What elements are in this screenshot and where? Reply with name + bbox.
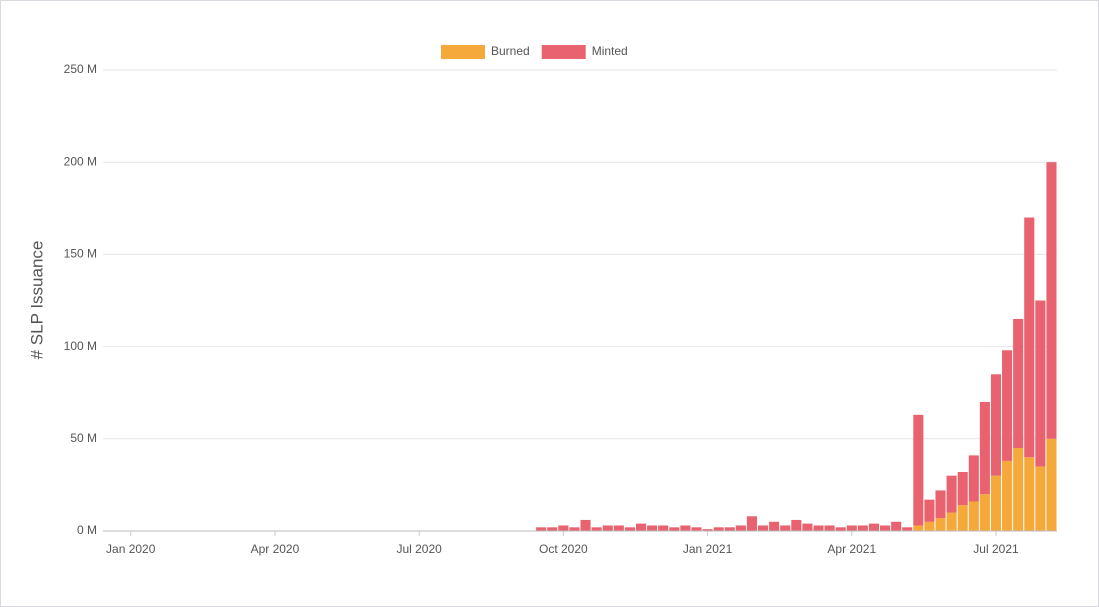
bar-segment [580, 519, 591, 531]
y-tick-label: 150 M [64, 247, 97, 261]
bar-segment [769, 521, 780, 531]
bar-segment [536, 527, 547, 531]
bar-segment [990, 374, 1002, 476]
bar-segment [935, 518, 946, 531]
bar-segment [1002, 350, 1013, 461]
y-tick-label: 0 M [77, 523, 97, 537]
bar-segment [780, 525, 791, 531]
bar-segment [946, 475, 957, 513]
bar-segment [669, 527, 680, 531]
bar-segment [968, 455, 979, 502]
bar-segment [1024, 217, 1035, 458]
bar-segment [813, 525, 824, 531]
bar-segment [547, 527, 558, 531]
bar-segment [935, 490, 946, 519]
bar-segment [913, 414, 924, 526]
bar-segment [702, 529, 713, 531]
bar-segment [968, 501, 979, 531]
bar-segment [602, 525, 613, 531]
bar-segment [924, 521, 935, 531]
legend-label: Burned [491, 44, 530, 58]
bar-segment [868, 523, 880, 531]
bar-segment [691, 527, 702, 531]
bar-segment [957, 471, 968, 506]
bar-segment [558, 525, 569, 531]
y-axis-title: # SLP Issuance [27, 241, 46, 360]
bar-segment [680, 525, 691, 531]
legend-swatch [541, 45, 586, 59]
bar-segment [880, 525, 891, 531]
bar-segment [658, 525, 669, 531]
bar-segment [713, 527, 724, 531]
x-tick-label: Apr 2021 [827, 542, 876, 556]
bar-segment [757, 525, 769, 531]
y-tick-label: 200 M [64, 154, 97, 168]
bar-segment [1002, 460, 1013, 531]
x-tick-label: Apr 2020 [251, 542, 300, 556]
legend-label: Minted [592, 44, 628, 58]
bar-segment [913, 525, 924, 531]
x-tick-label: Jan 2020 [106, 542, 156, 556]
bar-segment [846, 525, 857, 531]
bar-segment [1046, 438, 1057, 531]
x-tick-label: Oct 2020 [539, 542, 588, 556]
bar-segment [635, 523, 647, 531]
bar-segment [835, 527, 846, 531]
x-tick-label: Jan 2021 [683, 542, 733, 556]
bar-segment [957, 505, 968, 531]
bar-segment [990, 475, 1002, 531]
y-tick-label: 100 M [64, 339, 97, 353]
bar-segment [746, 516, 757, 531]
bar-segment [613, 525, 624, 531]
bar-segment [1013, 318, 1024, 449]
bar-segment [1024, 457, 1035, 531]
bar-segment [979, 401, 990, 495]
bar-segment [1046, 162, 1057, 439]
x-tick-label: Jul 2020 [396, 542, 442, 556]
y-tick-label: 50 M [70, 431, 97, 445]
bar-segment [802, 523, 813, 531]
bar-segment [624, 527, 635, 531]
bar-segment [647, 525, 658, 531]
bar-segment [1013, 448, 1024, 531]
bar-segment [791, 519, 802, 531]
bar-segment [1035, 300, 1046, 467]
bar-segment [946, 512, 957, 531]
bar-segment [591, 527, 602, 531]
bar-segment [891, 521, 902, 531]
bar-segment [979, 494, 990, 531]
bar-segment [857, 525, 868, 531]
bar-segment [724, 527, 735, 531]
bar-segment [735, 525, 746, 531]
legend-swatch [441, 45, 485, 59]
bar-segment [1035, 466, 1046, 531]
y-tick-label: 250 M [64, 62, 97, 76]
x-tick-label: Jul 2021 [973, 542, 1019, 556]
bar-segment [824, 525, 835, 531]
bar-segment [569, 527, 580, 531]
bar-segment [902, 527, 913, 531]
bar-segment [924, 499, 935, 522]
